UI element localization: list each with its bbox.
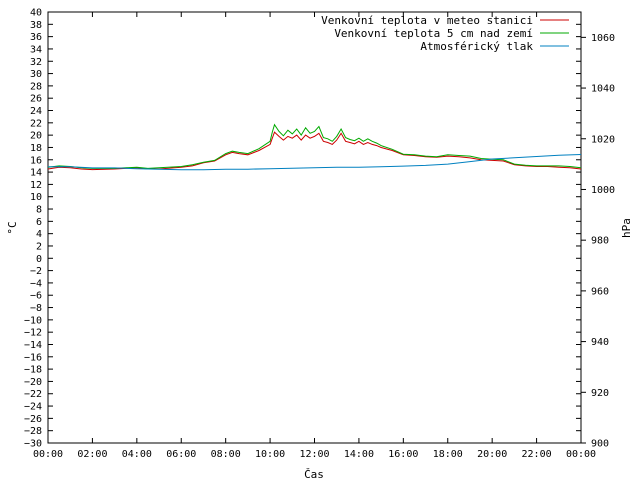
- x-tick-label: 08:00: [211, 449, 241, 460]
- y-tick-label: −2: [30, 266, 42, 277]
- x-tick-label: 16:00: [388, 449, 418, 460]
- x-tick-label: 12:00: [299, 449, 329, 460]
- x-tick-label: 22:00: [522, 449, 552, 460]
- y-tick-label: 34: [30, 44, 42, 55]
- y2-tick-label: 920: [591, 388, 609, 399]
- x-tick-label: 20:00: [477, 449, 507, 460]
- y-tick-label: 6: [36, 217, 42, 228]
- y-tick-label: 38: [30, 20, 42, 31]
- y2-tick-label: 900: [591, 439, 609, 450]
- x-tick-label: 18:00: [433, 449, 463, 460]
- y-tick-label: 22: [30, 118, 42, 129]
- y2-axis-title: hPa: [620, 218, 633, 238]
- y-tick-label: 36: [30, 32, 42, 43]
- y-tick-label: 20: [30, 131, 42, 142]
- y-tick-label: −24: [24, 402, 42, 413]
- series-lines: [47, 123, 582, 171]
- y2-tick-label: 1060: [591, 33, 615, 44]
- y2-tick-label: 1040: [591, 84, 615, 95]
- y-tick-label: 16: [30, 155, 42, 166]
- legend-label: Venkovní teplota v meteo stanici: [321, 14, 533, 27]
- y-tick-label: −4: [30, 278, 42, 289]
- y-tick-label: 40: [30, 8, 42, 19]
- y-tick-label: −20: [24, 377, 42, 388]
- y-tick-label: 8: [36, 205, 42, 216]
- x-tick-label: 04:00: [122, 449, 152, 460]
- y-tick-label: −8: [30, 303, 42, 314]
- x-tick-label: 00:00: [566, 449, 596, 460]
- series-line-1: [47, 131, 582, 171]
- y-tick-label: 10: [30, 192, 42, 203]
- y-tick-label: 26: [30, 94, 42, 105]
- x-tick-label: 00:00: [33, 449, 63, 460]
- y2-tick-label: 940: [591, 337, 609, 348]
- y-tick-label: −28: [24, 426, 42, 437]
- series-line-2: [47, 123, 582, 169]
- y-axis-ticks: −30−28−26−24−22−20−18−16−14−12−10−8−6−4−…: [24, 8, 581, 450]
- y2-tick-label: 980: [591, 236, 609, 247]
- y-tick-label: −12: [24, 328, 42, 339]
- y-tick-label: 14: [30, 168, 42, 179]
- x-tick-label: 06:00: [166, 449, 196, 460]
- x-tick-label: 10:00: [255, 449, 285, 460]
- y2-tick-label: 960: [591, 286, 609, 297]
- y-tick-label: −16: [24, 352, 42, 363]
- y-tick-label: −14: [24, 340, 42, 351]
- y-tick-label: 32: [30, 57, 42, 68]
- x-tick-label: 14:00: [344, 449, 374, 460]
- series-line-3: [48, 154, 582, 171]
- x-tick-label: 02:00: [77, 449, 107, 460]
- y-tick-label: −30: [24, 439, 42, 450]
- y2-axis-ticks: 900 920 940 960 980 1000 1020 1040 1060: [581, 33, 615, 450]
- plot-frame: [47, 11, 582, 444]
- y-tick-label: 12: [30, 180, 42, 191]
- y-tick-label: 2: [36, 241, 42, 252]
- y2-tick-label: 1000: [591, 185, 615, 196]
- y2-tick-label: 1020: [591, 134, 615, 145]
- y-tick-label: 28: [30, 81, 42, 92]
- y-tick-label: 0: [36, 254, 42, 265]
- y-tick-label: −18: [24, 365, 42, 376]
- y-tick-label: −22: [24, 389, 42, 400]
- y-tick-label: 30: [30, 69, 42, 80]
- y-tick-label: −10: [24, 315, 42, 326]
- y-tick-label: −6: [30, 291, 42, 302]
- y-tick-label: 24: [30, 106, 42, 117]
- legend-label: Venkovní teplota 5 cm nad zemí: [334, 27, 533, 40]
- y-axis-title: °C: [6, 221, 19, 234]
- legend-label: Atmosférický tlak: [420, 40, 533, 53]
- x-axis-title: Čas: [304, 468, 324, 480]
- y-tick-label: 18: [30, 143, 42, 154]
- y-tick-label: −26: [24, 414, 42, 425]
- y-tick-label: 4: [36, 229, 42, 240]
- x-axis-ticks: 00:00 02:00 04:00 06:00 08:00 10:00 12:00 14:00…: [33, 12, 596, 460]
- legend: Venkovní teplota v meteo staniciVenkovní…: [321, 14, 569, 53]
